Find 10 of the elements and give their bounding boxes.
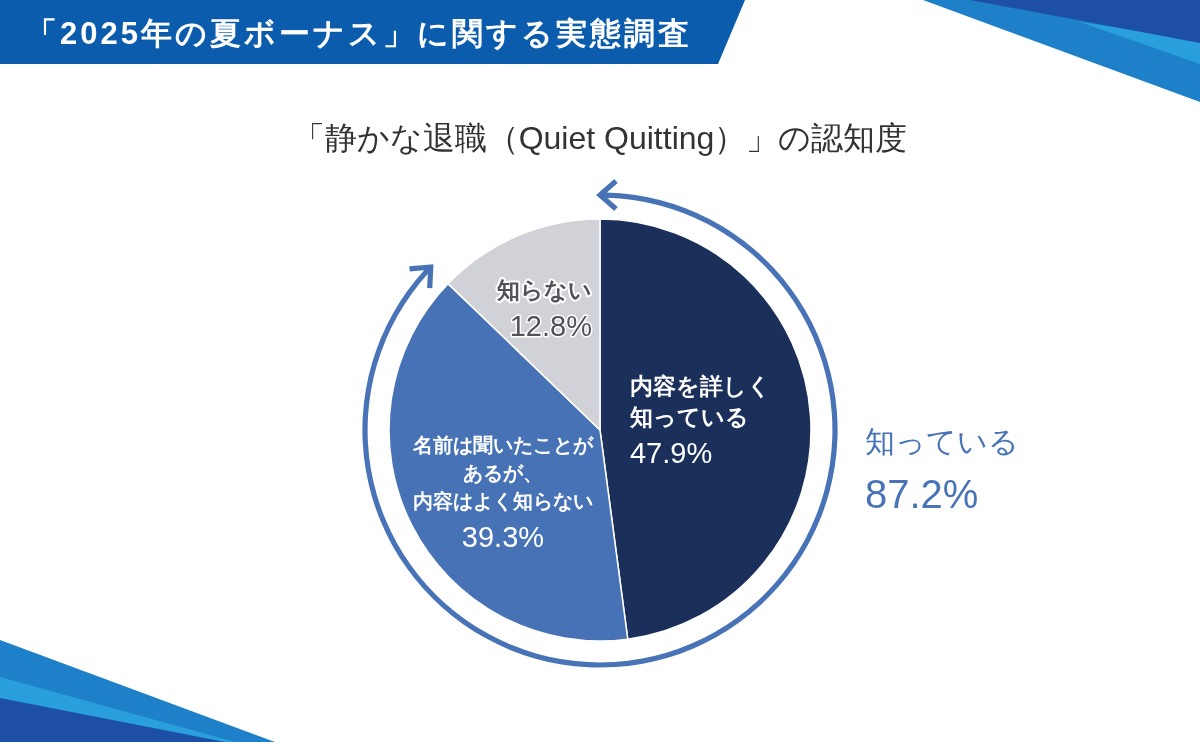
chart-subtitle: 「静かな退職（Quiet Quitting）」の認知度: [292, 120, 908, 156]
text: 知っている: [865, 424, 1019, 458]
slice-label: 知らない: [495, 276, 592, 303]
chart-title: 「2025年の夏ボーナス」に関する実態調査: [26, 15, 692, 51]
data-label: 47.9%: [629, 436, 713, 469]
data-label: 12.8%: [509, 309, 592, 342]
text: 87.2%: [865, 472, 979, 516]
slice-label: 内容を詳しく知っている: [628, 372, 771, 430]
slice-label: 名前は聞いたことがあるが、内容はよく知らない: [411, 433, 594, 512]
data-label: 39.3%: [461, 520, 545, 553]
